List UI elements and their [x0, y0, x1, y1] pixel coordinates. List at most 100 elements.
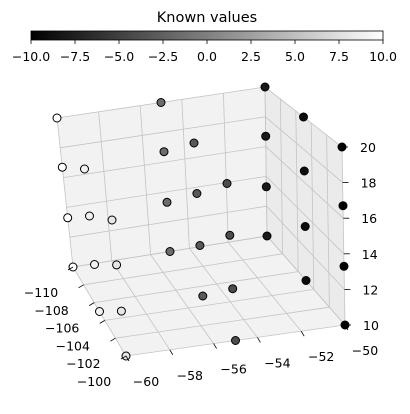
grid-line — [326, 134, 330, 308]
data-point — [231, 336, 240, 345]
colorbar-tick-label: 7.5 — [329, 49, 349, 64]
colorbar-ticks: −10.0 −7.5 −5.0 −2.5 0.0 2.5 5.0 7.5 10.0 — [12, 40, 397, 64]
data-point — [192, 189, 202, 198]
data-point — [165, 247, 175, 256]
axis-tick-label: −56 — [220, 362, 246, 377]
data-point — [189, 138, 199, 148]
colorbar-tick-label: 5.0 — [285, 49, 305, 64]
grid-line — [265, 146, 344, 219]
data-point — [222, 179, 232, 188]
floor-pane — [73, 236, 345, 356]
data-point — [339, 261, 349, 271]
axis-tick-label: −58 — [177, 368, 203, 383]
axis-ticks: −110 −108 −106 −104 −102 −100 −60 −58 −56 −54 −52 −… — [24, 140, 379, 389]
grid-line — [341, 146, 346, 326]
axis-tick — [78, 284, 84, 289]
grid-line — [310, 122, 315, 290]
grid-line — [295, 110, 299, 272]
axis-tick-label: 18 — [361, 176, 377, 191]
data-point — [112, 260, 122, 270]
grid-line — [227, 241, 302, 332]
axis-tick-label: −110 — [24, 285, 58, 300]
colorbar-gradient — [30, 30, 384, 41]
colorbar-tick-label: −7.5 — [60, 49, 90, 64]
colorbar-tick-label: 2.5 — [241, 49, 261, 64]
grid-line — [63, 146, 266, 178]
grid-line — [56, 117, 74, 268]
axis-tick — [88, 302, 95, 306]
grid-line — [60, 116, 266, 149]
axis-tick — [125, 355, 130, 362]
data-point — [95, 307, 104, 316]
chart-title: Known values — [157, 10, 257, 26]
grid-line — [69, 205, 267, 238]
axis-tick-label: −50 — [352, 343, 378, 358]
grid-line — [94, 271, 299, 303]
grid-line — [266, 205, 345, 290]
axes-grid — [56, 86, 346, 357]
colorbar: −10.0 −7.5 −5.0 −2.5 0.0 2.5 5.0 7.5 10.0 — [12, 30, 397, 64]
data-point — [57, 162, 67, 172]
axis-tick — [110, 337, 116, 342]
data-point — [156, 98, 166, 107]
grid-line — [265, 116, 343, 183]
grid-line — [181, 99, 190, 249]
data-point — [300, 222, 310, 231]
grid-line — [189, 248, 258, 338]
axis-tick-label: 10 — [363, 318, 379, 333]
data-point — [260, 82, 270, 92]
data-point — [80, 164, 89, 174]
data-point — [299, 166, 309, 176]
axis-tick-label: −54 — [264, 355, 290, 370]
data-point — [338, 201, 348, 211]
data-point — [90, 260, 99, 269]
data-point — [228, 284, 238, 294]
data-point — [262, 231, 272, 241]
colorbar-tick-label: −2.5 — [148, 49, 178, 64]
data-point — [195, 241, 205, 250]
axis-tick-label: 12 — [362, 282, 378, 297]
data-point — [301, 276, 311, 285]
colorbar-tick-label: 10.0 — [369, 49, 397, 64]
axis-tick — [257, 337, 261, 343]
back-left-pane — [57, 87, 267, 267]
colorbar-tick-label: −5.0 — [104, 49, 134, 64]
axis-tick-label: −104 — [56, 338, 90, 353]
grid-line — [98, 111, 113, 261]
axis-tick-label: −100 — [77, 374, 111, 389]
data-point — [116, 306, 126, 316]
axis-tick-label: 14 — [362, 247, 378, 262]
grid-line — [104, 289, 314, 321]
data-point — [225, 230, 235, 240]
colorbar-tick-label: 0.0 — [197, 49, 217, 64]
data-point — [299, 112, 308, 122]
axis-tick — [344, 324, 349, 331]
axis-tick — [300, 330, 305, 337]
axis-tick-label: −106 — [45, 321, 79, 336]
grid-line — [264, 86, 268, 237]
data-point — [63, 213, 73, 223]
grid-line — [280, 98, 283, 254]
data-point — [261, 131, 271, 141]
grid-line — [223, 93, 229, 243]
axis-tick — [67, 266, 74, 271]
grid-line — [111, 260, 171, 351]
data-point — [159, 147, 169, 157]
data-point — [107, 215, 117, 225]
grid-line — [115, 306, 330, 339]
axis-tick-label: 16 — [361, 211, 377, 226]
axis-tick-label: −102 — [66, 356, 100, 371]
grid-line — [66, 176, 267, 208]
data-points — [52, 82, 350, 361]
data-point — [52, 113, 62, 123]
data-point — [198, 291, 208, 301]
axis-tick-label: −60 — [133, 374, 159, 389]
axis-tick-label: 20 — [360, 140, 376, 155]
axis-tick — [169, 349, 174, 356]
colorbar-tick-label: −10.0 — [12, 49, 50, 64]
grid-line — [139, 105, 151, 255]
axis-tick-label: −108 — [34, 303, 68, 318]
axis-tick — [120, 355, 127, 360]
axis-tick — [99, 320, 106, 324]
